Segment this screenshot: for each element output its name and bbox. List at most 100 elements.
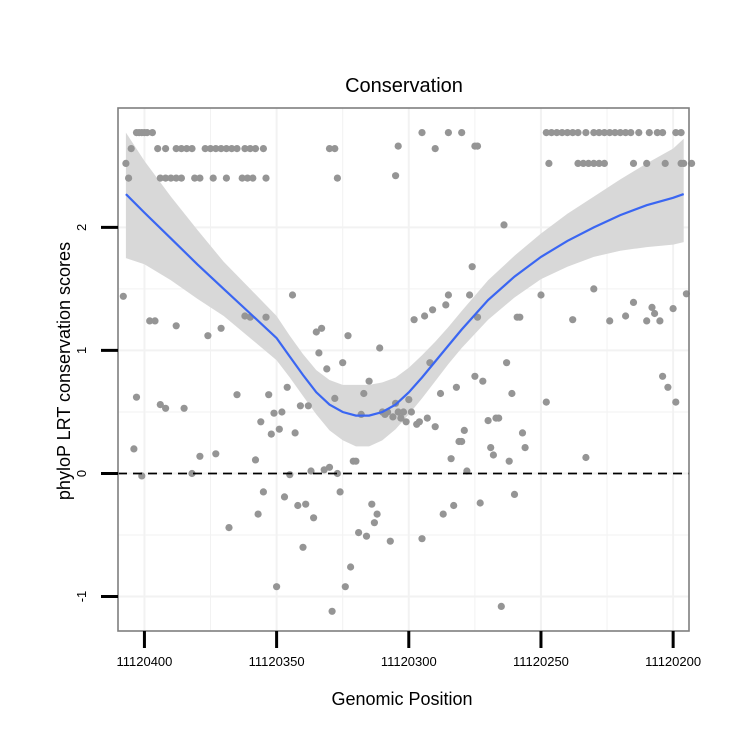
data-point [590, 285, 598, 293]
data-point [600, 129, 609, 137]
data-point [629, 298, 638, 306]
data-point [130, 445, 138, 453]
grid-layer [118, 108, 689, 631]
data-point [458, 437, 466, 446]
x-tick-label: 11120200 [645, 654, 701, 669]
data-point [333, 174, 341, 182]
data-point [357, 410, 365, 418]
data-point [156, 401, 164, 409]
data-point [183, 145, 191, 153]
data-point [487, 444, 495, 452]
data-point [180, 404, 188, 412]
data-point [286, 471, 294, 479]
data-point [399, 408, 408, 416]
data-point [251, 456, 260, 464]
data-point [370, 519, 378, 527]
data-point [537, 291, 545, 299]
data-point [648, 303, 656, 311]
y-tick-label: 1 [74, 347, 89, 354]
data-point [196, 452, 204, 460]
data-point [436, 389, 445, 398]
data-point [590, 129, 598, 137]
data-point [167, 174, 175, 182]
x-axis-title: Genomic Position [331, 689, 472, 709]
data-point [204, 332, 212, 340]
x-tick-label: 11120400 [116, 654, 172, 669]
data-point [622, 129, 630, 137]
data-point [259, 488, 267, 496]
data-point [595, 129, 603, 137]
data-point [156, 174, 164, 182]
data-point [672, 129, 680, 137]
data-point [125, 174, 133, 182]
data-point [267, 430, 275, 438]
data-point [222, 174, 230, 182]
panel-border [117, 107, 690, 632]
data-point [360, 389, 368, 398]
smooth-line-layer [125, 193, 685, 417]
data-point [659, 372, 667, 380]
data-point [582, 453, 590, 462]
data-point [119, 292, 127, 300]
data-point [275, 425, 283, 433]
data-point [582, 129, 590, 137]
data-point [296, 402, 304, 410]
data-point [325, 145, 334, 153]
data-point [233, 145, 241, 153]
data-point [410, 316, 418, 324]
data-point [188, 469, 196, 478]
data-point [584, 159, 593, 167]
data-point [680, 159, 688, 167]
data-point [172, 145, 180, 153]
data-point [310, 514, 318, 522]
data-point [579, 159, 587, 167]
data-point [500, 221, 508, 229]
data-point [542, 129, 550, 137]
data-point [238, 174, 246, 182]
data-point [336, 488, 344, 496]
data-point [421, 312, 429, 320]
data-point [431, 145, 439, 153]
data-point [431, 423, 439, 431]
data-point [672, 398, 680, 406]
data-point [307, 467, 315, 475]
data-point [331, 145, 339, 153]
y-tick-label: -1 [74, 591, 89, 603]
x-tick-label: 11120250 [513, 654, 569, 669]
data-point [645, 129, 653, 137]
data-point [246, 145, 254, 153]
data-point [423, 414, 431, 422]
data-point [365, 377, 373, 385]
data-point [333, 469, 341, 478]
data-point [177, 174, 185, 182]
data-point [362, 532, 371, 540]
data-point [259, 145, 267, 153]
data-point [415, 418, 423, 426]
axis-layer: 11120400 11120350 11120300 11120250 11120200… [74, 107, 701, 669]
data-point [447, 455, 455, 463]
data-point [344, 332, 352, 340]
data-point [177, 145, 185, 153]
data-point [574, 159, 582, 167]
data-point [280, 493, 289, 501]
data-point [146, 317, 154, 325]
data-point [278, 408, 286, 416]
data-point [376, 344, 384, 352]
data-point [643, 317, 651, 325]
data-point [328, 607, 336, 615]
data-point [389, 413, 397, 421]
data-point [368, 500, 376, 508]
y-axis-title: phyloP LRT conservation scores [54, 242, 74, 500]
data-point [450, 501, 458, 510]
data-point [352, 457, 360, 465]
data-point [518, 429, 527, 437]
data-point [143, 129, 151, 137]
points-layer [119, 129, 696, 615]
data-point [627, 129, 635, 137]
data-point [122, 159, 130, 167]
data-point [217, 324, 225, 332]
data-point [407, 408, 415, 416]
data-point [616, 129, 624, 137]
data-point [315, 349, 323, 357]
